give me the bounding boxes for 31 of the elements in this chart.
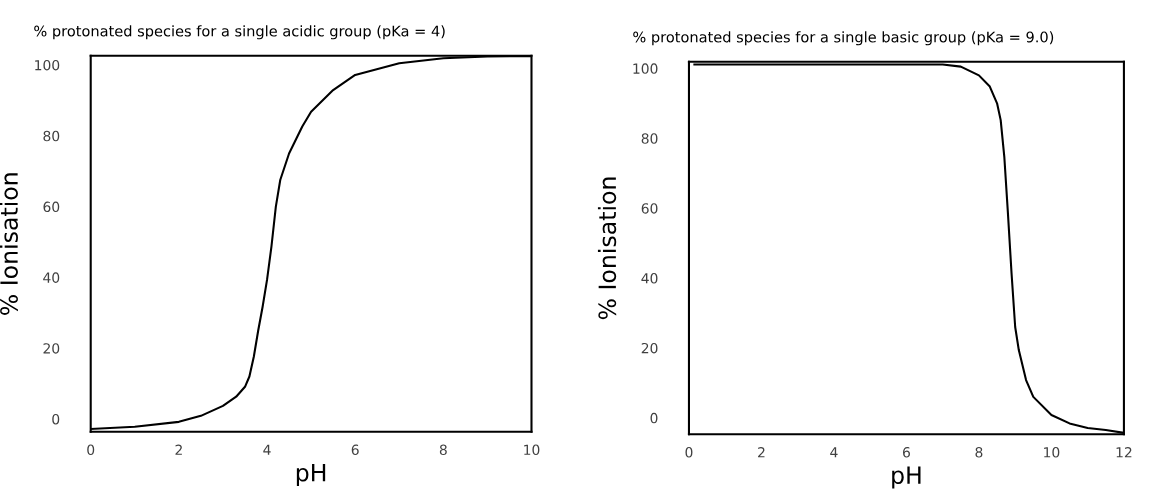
y-tick-label: 20 bbox=[43, 343, 60, 354]
y-axis-title: % Ionisation bbox=[0, 173, 18, 315]
x-tick-label: 0 bbox=[685, 447, 693, 458]
x-tick-label: 4 bbox=[263, 444, 271, 455]
x-tick-label: 4 bbox=[830, 447, 838, 458]
y-tick-label: 0 bbox=[650, 412, 658, 424]
y-tick-label: 60 bbox=[641, 203, 658, 214]
x-tick-label: 2 bbox=[758, 447, 765, 458]
y-tick-label: 100 bbox=[633, 63, 658, 74]
x-axis-title: pH bbox=[296, 463, 326, 487]
x-axis-title: pH bbox=[892, 466, 921, 489]
y-tick-label: 0 bbox=[52, 413, 60, 425]
x-tick-label: 10 bbox=[524, 444, 540, 456]
y-tick-label: 20 bbox=[641, 342, 658, 354]
y-tick-label: 80 bbox=[641, 133, 658, 144]
x-tick-label: 0 bbox=[87, 444, 95, 456]
y-axis-title: % Ionisation bbox=[597, 177, 617, 320]
x-tick-label: 6 bbox=[351, 444, 359, 456]
chart-title: % protonated species for a single basic group (pKa = 9.0) bbox=[633, 31, 1054, 46]
y-tick-label: 60 bbox=[43, 201, 60, 213]
y-tick-label: 100 bbox=[35, 59, 60, 71]
y-tick-label: 40 bbox=[43, 272, 60, 283]
x-tick-label: 8 bbox=[975, 447, 983, 458]
x-tick-label: 10 bbox=[1044, 447, 1060, 458]
x-tick-label: 6 bbox=[902, 447, 910, 458]
x-tick-label: 12 bbox=[1116, 447, 1132, 458]
y-tick-label: 80 bbox=[43, 130, 60, 142]
chart-title: % protonated species for a single acidic group (pKa = 4) bbox=[34, 25, 445, 40]
x-tick-label: 2 bbox=[175, 444, 182, 455]
x-tick-label: 8 bbox=[439, 444, 447, 456]
y-tick-label: 40 bbox=[641, 273, 658, 284]
